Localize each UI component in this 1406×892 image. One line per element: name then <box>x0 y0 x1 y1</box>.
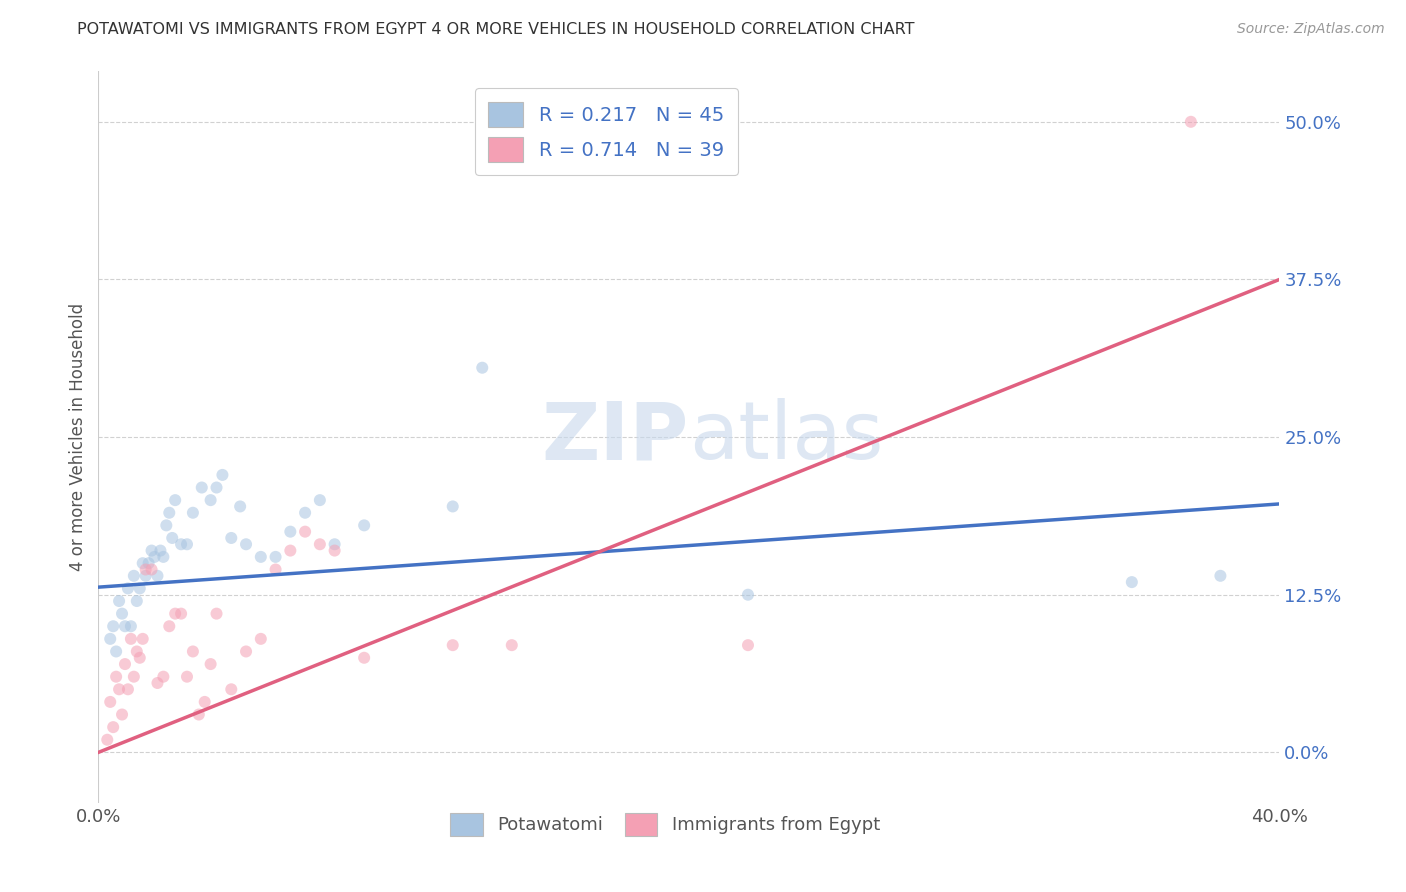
Point <box>221 682 243 697</box>
Point <box>162 531 183 545</box>
Point <box>280 524 302 539</box>
Point <box>108 682 131 697</box>
Point <box>105 644 128 658</box>
Point <box>294 524 316 539</box>
Point <box>125 594 148 608</box>
Point <box>146 676 169 690</box>
Point <box>471 360 494 375</box>
Point <box>143 549 166 564</box>
Point <box>235 537 257 551</box>
Text: Source: ZipAtlas.com: Source: ZipAtlas.com <box>1237 22 1385 37</box>
Point <box>98 632 121 646</box>
Point <box>114 657 136 671</box>
Point <box>294 506 316 520</box>
Point <box>205 481 228 495</box>
Point <box>128 650 150 665</box>
Point <box>441 638 464 652</box>
Text: atlas: atlas <box>689 398 883 476</box>
Point <box>141 543 163 558</box>
Point <box>205 607 228 621</box>
Point <box>149 543 172 558</box>
Legend: Potawatomi, Immigrants from Egypt: Potawatomi, Immigrants from Egypt <box>437 800 893 848</box>
Point <box>138 556 160 570</box>
Point <box>165 607 187 621</box>
Point <box>111 707 134 722</box>
Point <box>96 732 118 747</box>
Point <box>122 569 145 583</box>
Point <box>200 657 222 671</box>
Point <box>111 607 134 621</box>
Point <box>155 518 177 533</box>
Point <box>176 670 198 684</box>
Point <box>117 682 139 697</box>
Point <box>103 720 125 734</box>
Point <box>235 644 257 658</box>
Point <box>176 537 198 551</box>
Point <box>187 707 209 722</box>
Point <box>737 588 759 602</box>
Point <box>353 650 375 665</box>
Point <box>323 537 346 551</box>
Point <box>105 670 128 684</box>
Point <box>264 549 287 564</box>
Point <box>120 632 142 646</box>
Point <box>170 607 193 621</box>
Point <box>250 632 273 646</box>
Point <box>264 562 287 576</box>
Point <box>117 582 139 596</box>
Point <box>132 632 155 646</box>
Point <box>157 506 180 520</box>
Point <box>200 493 222 508</box>
Point <box>1121 575 1143 590</box>
Point <box>128 582 150 596</box>
Point <box>108 594 131 608</box>
Point <box>103 619 125 633</box>
Point <box>181 644 204 658</box>
Point <box>250 549 273 564</box>
Point <box>737 638 759 652</box>
Point <box>141 562 163 576</box>
Point <box>146 569 169 583</box>
Point <box>323 543 346 558</box>
Point <box>135 562 157 576</box>
Point <box>309 493 332 508</box>
Point <box>280 543 302 558</box>
Point <box>441 500 464 514</box>
Point <box>157 619 180 633</box>
Point <box>221 531 243 545</box>
Point <box>165 493 187 508</box>
Point <box>211 467 233 482</box>
Point <box>114 619 136 633</box>
Y-axis label: 4 or more Vehicles in Household: 4 or more Vehicles in Household <box>69 303 87 571</box>
Point <box>353 518 375 533</box>
Point <box>1209 569 1232 583</box>
Point <box>181 506 204 520</box>
Point <box>122 670 145 684</box>
Point <box>229 500 252 514</box>
Point <box>501 638 523 652</box>
Point <box>170 537 193 551</box>
Point <box>152 549 174 564</box>
Point <box>309 537 332 551</box>
Point <box>194 695 217 709</box>
Point <box>132 556 155 570</box>
Point <box>120 619 142 633</box>
Point <box>191 481 214 495</box>
Point <box>125 644 148 658</box>
Point <box>135 569 157 583</box>
Point <box>98 695 121 709</box>
Text: ZIP: ZIP <box>541 398 689 476</box>
Point <box>1180 115 1202 129</box>
Text: POTAWATOMI VS IMMIGRANTS FROM EGYPT 4 OR MORE VEHICLES IN HOUSEHOLD CORRELATION : POTAWATOMI VS IMMIGRANTS FROM EGYPT 4 OR… <box>77 22 915 37</box>
Point <box>152 670 174 684</box>
